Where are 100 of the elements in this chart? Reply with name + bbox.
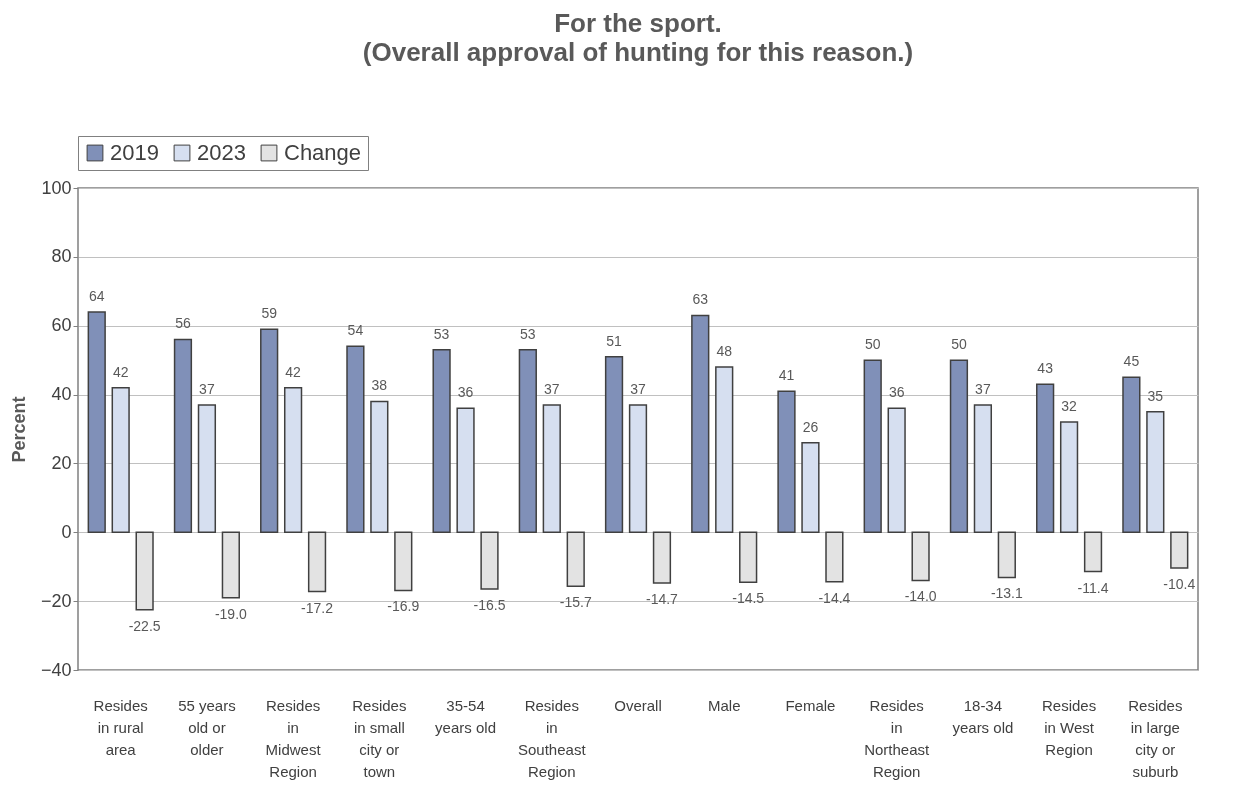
- data-label: 43: [1037, 360, 1054, 377]
- bar: [1036, 383, 1055, 534]
- data-label: 38: [371, 377, 388, 394]
- data-label: 37: [543, 380, 560, 397]
- bar: [777, 390, 796, 534]
- data-label: 59: [261, 305, 278, 322]
- data-label: 64: [88, 287, 105, 304]
- bar: [973, 404, 993, 534]
- data-label: -11.4: [1077, 579, 1109, 596]
- data-label: -10.4: [1163, 576, 1196, 593]
- bar: [1146, 411, 1165, 534]
- y-axis-title: Percent: [8, 396, 29, 463]
- bar: [1170, 531, 1189, 569]
- data-label: 50: [864, 336, 881, 353]
- data-label: -14.4: [818, 589, 851, 606]
- data-label: 35: [1147, 387, 1164, 404]
- bar: [825, 531, 844, 583]
- x-tick-label: 18-34 years old: [952, 696, 1014, 736]
- bar: [566, 531, 585, 588]
- bar: [542, 404, 561, 534]
- y-tick-label: 0: [61, 521, 72, 542]
- chart-title: For the sport.: [554, 7, 722, 38]
- bar: [283, 386, 303, 534]
- data-label: 56: [175, 315, 191, 332]
- bar: [652, 531, 672, 584]
- y-tick-label: 80: [51, 246, 72, 267]
- data-label: -13.1: [990, 585, 1023, 602]
- y-tick-label: 60: [51, 315, 72, 336]
- data-label: 42: [285, 363, 302, 380]
- data-label: 51: [606, 332, 623, 349]
- bar: [394, 531, 413, 592]
- data-label: 53: [520, 325, 536, 342]
- bar: [456, 407, 475, 534]
- data-label: -15.7: [559, 594, 592, 611]
- x-tick-label: Female: [785, 696, 836, 714]
- bar: [1083, 531, 1103, 573]
- chart-subtitle: (Overall approval of hunting for this reason.): [362, 36, 914, 67]
- bar: [346, 345, 365, 534]
- bar: [887, 407, 906, 534]
- data-label: -14.5: [732, 590, 765, 607]
- bar: [221, 531, 240, 599]
- data-label: 41: [778, 367, 795, 384]
- data-label: 53: [433, 325, 450, 342]
- bar: [1059, 421, 1079, 534]
- data-label: -22.5: [128, 617, 161, 634]
- data-label: 45: [1123, 353, 1140, 370]
- x-tick-label: Resides in Midwest Region: [265, 696, 322, 780]
- legend-label: 2023: [197, 140, 246, 165]
- data-label: 26: [802, 418, 819, 435]
- x-tick-label: Resides in large city or suburb: [1128, 696, 1183, 780]
- bar: [997, 531, 1016, 579]
- bar: [715, 366, 734, 534]
- x-tick-label: Resides in Southeast Region: [518, 696, 587, 780]
- bar: [432, 349, 451, 534]
- bar: [307, 531, 327, 593]
- data-label: 42: [112, 363, 129, 380]
- legend-label: 2019: [110, 140, 159, 165]
- data-label: 36: [457, 384, 474, 401]
- data-label: 50: [951, 336, 967, 353]
- bar: [87, 311, 106, 534]
- data-label: 48: [716, 343, 733, 360]
- data-label: 37: [630, 380, 646, 397]
- data-label: -14.7: [645, 590, 679, 607]
- legend-label: Change: [284, 140, 362, 165]
- data-label: 32: [1061, 398, 1078, 415]
- bar: [135, 531, 154, 611]
- data-label: 54: [347, 322, 364, 339]
- data-label: -16.5: [473, 597, 506, 614]
- data-label: 36: [888, 384, 905, 401]
- bar: [518, 349, 537, 534]
- bar: [739, 531, 758, 583]
- bar: [691, 314, 710, 534]
- x-tick-label: Resides in small city or town: [352, 696, 407, 780]
- x-tick-label: 55 years old or older: [178, 696, 236, 758]
- bar: [863, 359, 882, 534]
- bar: [370, 400, 389, 534]
- bar: [628, 404, 648, 534]
- x-tick-label: Resides in Northeast Region: [864, 696, 930, 780]
- data-label: -16.9: [387, 598, 420, 615]
- bar: [949, 359, 969, 534]
- x-tick-label: Resides in rural area: [93, 696, 148, 758]
- bar: [801, 442, 820, 534]
- bar: [1122, 376, 1141, 534]
- data-label: 37: [199, 380, 215, 397]
- bar: [604, 355, 624, 534]
- data-label: 37: [975, 380, 991, 397]
- y-tick-label: 20: [51, 452, 72, 473]
- data-label: -19.0: [214, 605, 248, 622]
- x-tick-label: Overall: [614, 696, 662, 714]
- x-tick-label: Resides in West Region: [1042, 696, 1097, 758]
- data-label: 63: [692, 291, 709, 308]
- y-tick-label: 100: [41, 177, 72, 198]
- bar: [111, 386, 130, 534]
- bar: [197, 404, 217, 534]
- data-label: -17.2: [301, 599, 334, 616]
- data-label: -14.0: [904, 588, 937, 605]
- bar: [911, 531, 930, 582]
- y-tick-label: −40: [40, 659, 72, 680]
- y-tick-label: 40: [51, 384, 72, 405]
- bar: [480, 531, 499, 590]
